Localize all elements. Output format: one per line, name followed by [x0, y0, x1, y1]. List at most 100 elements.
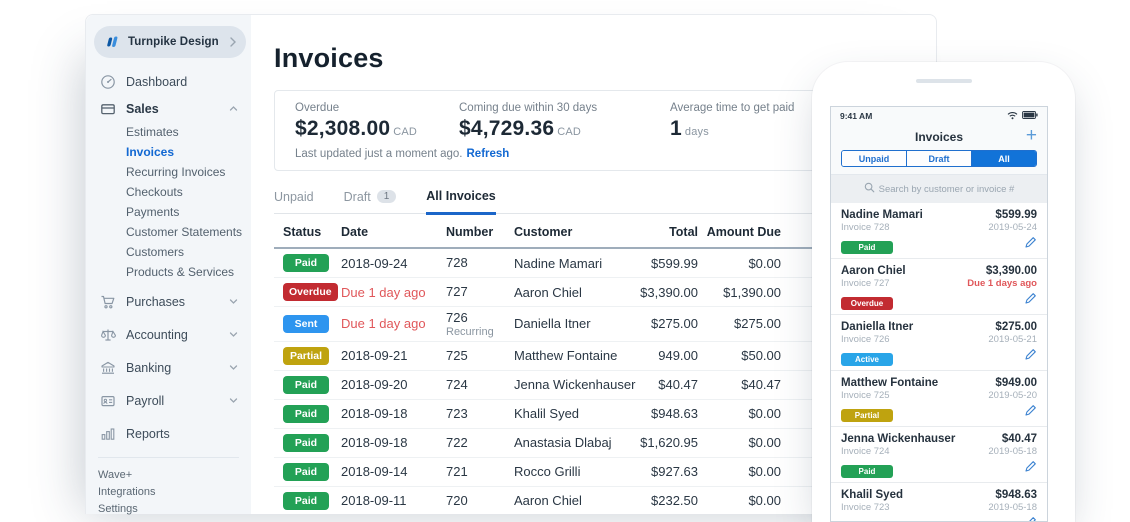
number-cell: 724	[446, 374, 514, 396]
chevron-down-icon	[229, 364, 238, 371]
invoice-date: 2019-05-18	[988, 446, 1037, 457]
segment-draft[interactable]: Draft	[907, 151, 972, 166]
sidebar-footer-item-integrations[interactable]: Integrations	[98, 485, 156, 498]
sidebar-footer-item-settings[interactable]: Settings	[98, 502, 138, 515]
add-invoice-button[interactable]: +	[1025, 125, 1037, 146]
summary-avg-time: Average time to get paid 1 days	[670, 102, 918, 141]
sidebar-item-label: Purchases	[126, 294, 186, 309]
table-row[interactable]: Paid 2018-09-14 721 Rocco Grilli $927.63 $0.0…	[274, 458, 936, 487]
table-row[interactable]: Sent Due 1 day ago 726 Recurring Daniella It…	[274, 307, 936, 342]
phone-item-row1: Aaron Chiel $3,390.00	[841, 265, 1037, 277]
sidebar-item-sales[interactable]: Sales	[86, 95, 251, 122]
invoice-amount: $948.63	[995, 489, 1037, 501]
phone-invoice-item[interactable]: Daniella Itner $275.00 Invoice 726 2019-05-…	[831, 315, 1047, 371]
date-cell: 2018-09-18	[341, 435, 408, 451]
phone-invoice-item[interactable]: Jenna Wickenhauser $40.47 Invoice 724 2019-…	[831, 427, 1047, 483]
sidebar-item-checkouts[interactable]: Checkouts	[126, 185, 183, 199]
customer-cell: Anastasia Dlabaj	[514, 435, 612, 451]
edit-pencil-icon[interactable]	[1024, 236, 1037, 254]
number-cell: 720	[446, 490, 514, 512]
sidebar-item-payroll[interactable]: Payroll	[86, 387, 251, 414]
sidebar-item-dashboard[interactable]: Dashboard	[86, 68, 251, 95]
workspace-switcher[interactable]: Turnpike Design	[94, 26, 246, 58]
sidebar-item-estimates[interactable]: Estimates	[126, 125, 179, 139]
phone-item-row2: Invoice 728 2019-05-24	[841, 222, 1037, 233]
sidebar-item-reports[interactable]: Reports	[86, 420, 251, 447]
total-cell: $3,390.00	[640, 284, 698, 300]
phone-invoice-list: Nadine Mamari $599.99 Invoice 728 2019-05-2…	[831, 203, 1047, 521]
table-row[interactable]: Paid 2018-09-18 723 Khalil Syed $948.63 $0.00	[274, 400, 936, 429]
amount-due-cell: $0.00	[748, 435, 781, 451]
sidebar-item-purchases[interactable]: Purchases	[86, 288, 251, 315]
phone-invoice-item[interactable]: Nadine Mamari $599.99 Invoice 728 2019-05-2…	[831, 203, 1047, 259]
invoice-date: 2019-05-20	[988, 390, 1037, 401]
invoice-number-label: Invoice 727	[841, 278, 890, 289]
phone-item-row3: Overdue	[841, 292, 1037, 310]
reports-icon	[100, 426, 116, 442]
segment-all[interactable]: All	[972, 151, 1036, 166]
status-badge: Paid	[283, 254, 329, 272]
sidebar-footer-item-wave[interactable]: Wave+	[98, 468, 133, 481]
invoice-amount: $40.47	[1001, 433, 1037, 445]
sidebar-item-customers[interactable]: Customers	[126, 245, 185, 259]
sidebar-item-label: Dashboard	[126, 74, 188, 89]
invoice-table-body: Paid 2018-09-24 728 Nadine Mamari $599.99 $0.…	[274, 249, 936, 514]
edit-pencil-icon[interactable]	[1024, 404, 1037, 422]
sidebar-item-products-services[interactable]: Products & Services	[126, 265, 235, 279]
sidebar-item-label: Accounting	[126, 327, 188, 342]
customer-name: Aaron Chiel	[841, 265, 906, 277]
phone-nav-title: Invoices	[914, 129, 964, 144]
table-row[interactable]: Overdue Due 1 day ago 727 Aaron Chiel $3,390…	[274, 278, 936, 307]
segment-unpaid[interactable]: Unpaid	[842, 151, 907, 166]
table-header-row: Status Date Number Customer Total Amount…	[274, 214, 936, 249]
edit-pencil-icon[interactable]	[1024, 292, 1037, 310]
tab-draft[interactable]: Draft 1	[344, 189, 397, 213]
sidebar-item-customer-statements[interactable]: Customer Statements	[126, 225, 243, 239]
phone-invoice-item[interactable]: Aaron Chiel $3,390.00 Invoice 727 Due 1 day…	[831, 259, 1047, 315]
table-row[interactable]: Paid 2018-09-24 728 Nadine Mamari $599.99 $0.…	[274, 249, 936, 278]
amount-due-cell: $0.00	[748, 406, 781, 422]
refresh-link[interactable]: Refresh	[466, 148, 510, 160]
customer-name: Khalil Syed	[841, 489, 903, 501]
amount-due-cell: $0.00	[748, 493, 781, 509]
sidebar-item-payments[interactable]: Payments	[126, 205, 180, 219]
col-header-customer: Customer	[514, 225, 573, 239]
sidebar-item-accounting[interactable]: Accounting	[86, 321, 251, 348]
table-row[interactable]: Partial 2018-09-21 725 Matthew Fontaine 949.…	[274, 342, 936, 371]
invoice-number-label: Invoice 724	[841, 446, 890, 457]
sidebar-item-invoices[interactable]: Invoices	[126, 145, 175, 159]
phone-invoice-item[interactable]: Matthew Fontaine $949.00 Invoice 725 2019-0…	[831, 371, 1047, 427]
invoice-date: 2019-05-24	[988, 222, 1037, 233]
sidebar-divider	[98, 457, 239, 458]
total-cell: 949.00	[658, 348, 698, 364]
phone-item-row2: Invoice 727 Due 1 days ago	[841, 278, 1037, 289]
date-cell: Due 1 day ago	[341, 284, 426, 300]
edit-pencil-icon[interactable]	[1024, 348, 1037, 366]
chevron-up-icon	[229, 105, 238, 112]
chevron-down-icon	[229, 331, 238, 338]
tab-all-invoices[interactable]: All Invoices	[426, 189, 496, 215]
phone-item-row1: Jenna Wickenhauser $40.47	[841, 433, 1037, 445]
tab-unpaid[interactable]: Unpaid	[274, 189, 314, 204]
sidebar-item-banking[interactable]: Banking	[86, 354, 251, 381]
sidebar-item-recurring-invoices[interactable]: Recurring Invoices	[126, 165, 226, 179]
payroll-icon	[100, 393, 116, 409]
table-row[interactable]: Paid 2018-09-20 724 Jenna Wickenhauser $40.4…	[274, 371, 936, 400]
dashboard-icon	[100, 74, 116, 90]
status-badge: Paid	[283, 462, 329, 481]
number-cell: 727	[446, 281, 514, 303]
edit-pencil-icon[interactable]	[1024, 460, 1037, 478]
sidebar-item-label: Payroll	[126, 393, 165, 408]
phone-search-bar[interactable]: Search by customer or invoice #	[831, 175, 1047, 203]
table-row[interactable]: Paid 2018-09-18 722 Anastasia Dlabaj $1,620.…	[274, 429, 936, 458]
phone-item-row2: Invoice 724 2019-05-18	[841, 446, 1037, 457]
phone-item-row1: Matthew Fontaine $949.00	[841, 377, 1037, 389]
customer-cell: Jenna Wickenhauser	[514, 377, 636, 393]
phone-invoice-item[interactable]: Khalil Syed $948.63 Invoice 723 2019-05-18 P…	[831, 483, 1047, 521]
table-row[interactable]: Paid 2018-09-11 720 Aaron Chiel $232.50 $0.00	[274, 487, 936, 514]
total-cell: $1,620.95	[640, 435, 698, 451]
status-badge: Active	[841, 353, 893, 366]
edit-pencil-icon[interactable]	[1024, 516, 1037, 521]
total-cell: $40.47	[658, 377, 698, 393]
status-cell: Paid	[274, 375, 341, 394]
